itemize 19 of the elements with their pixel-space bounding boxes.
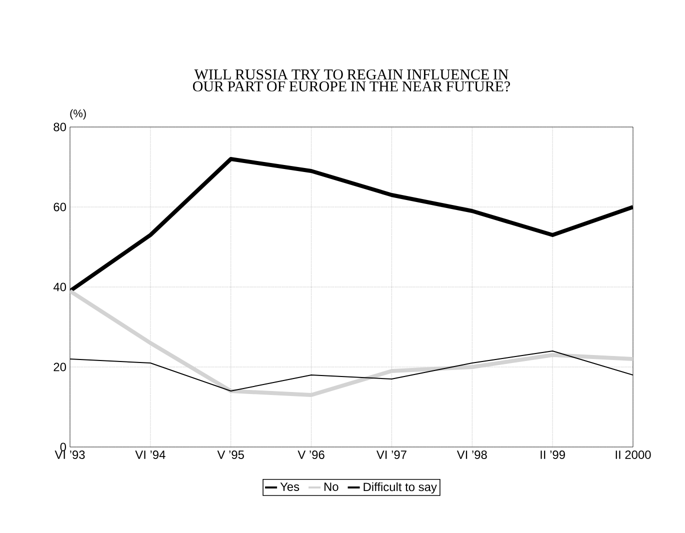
x-tick-label: VI ’94 (135, 450, 166, 459)
legend-label: Yes (280, 482, 300, 491)
x-tick-label: VI ’98 (456, 450, 487, 459)
chart-title: WILL RUSSIA TRY TO REGAIN INFLUENCE IN OUR PART OF EUROPE IN THE NEAR FUTURE? (193, 69, 510, 92)
legend-label: No (324, 482, 338, 491)
y-tick-label: 60 (54, 202, 66, 212)
y-tick-label: 0 (60, 442, 66, 452)
x-tick-label: V ’95 (217, 450, 244, 459)
y-tick-label: 20 (54, 362, 66, 372)
x-tick-label: II ’99 (540, 450, 565, 459)
x-tick-label: II 2000 (616, 450, 651, 459)
x-tick-label: VI ’93 (54, 450, 85, 459)
y-tick-label: 40 (53, 282, 66, 292)
y-tick-label: 80 (54, 122, 66, 132)
line-series (70, 289, 634, 397)
y-axis-title: (%) (70, 109, 86, 120)
x-tick-label: V ’96 (298, 450, 324, 459)
legend-label: Difficult to say (364, 482, 437, 494)
x-tick-label: VI ’97 (376, 450, 406, 459)
